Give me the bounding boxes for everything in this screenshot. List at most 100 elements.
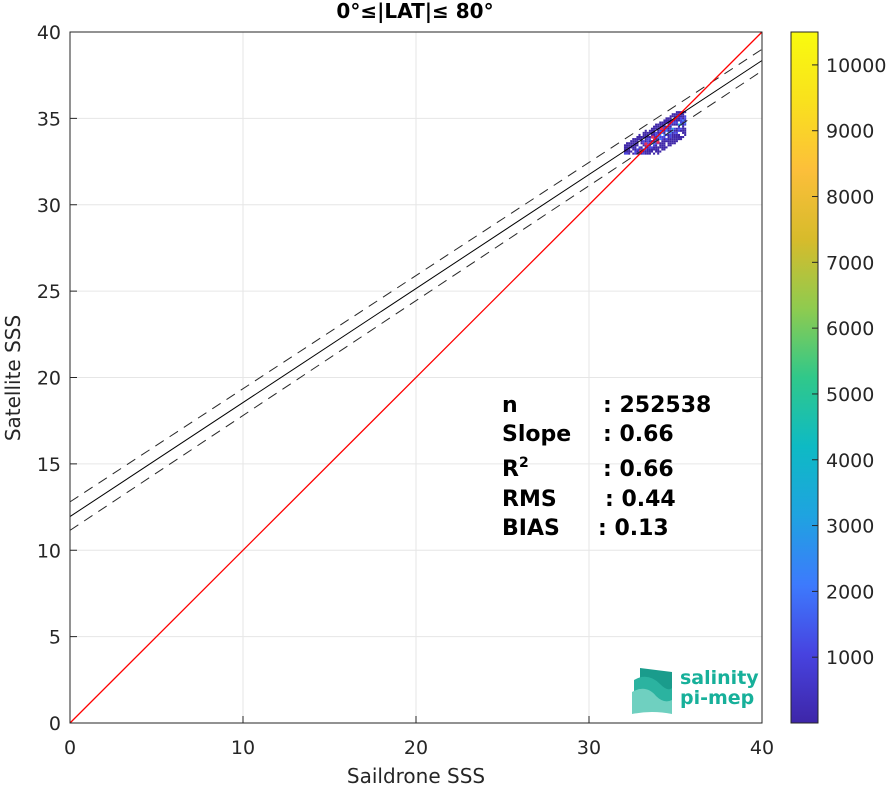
density-cell [673,127,676,130]
density-cell [667,142,670,145]
density-cell [628,142,631,145]
density-cell [646,146,649,149]
density-cell [675,123,678,126]
density-cell [646,150,649,153]
density-cell [644,133,647,136]
density-cell [667,119,670,122]
colorbar-tick-label: 8000 [826,187,874,209]
density-cell [669,138,672,141]
density-cell [636,135,639,139]
y-tick-label: 20 [37,368,61,390]
density-cell [677,111,680,114]
density-cell [673,129,676,132]
y-tick-label: 40 [37,22,61,44]
density-cell [673,115,676,118]
density-cell [675,127,678,130]
colorbar-tick-label: 6000 [826,318,874,340]
density-cell [657,148,660,151]
density-cell [636,148,639,151]
density-cell-hot [656,140,660,144]
density-cell [684,131,687,134]
x-tick-label: 40 [750,737,774,759]
density-cell [677,123,680,126]
density-cell [657,135,660,139]
density-cell [653,146,656,149]
density-cell [671,138,674,141]
density-cell [671,135,674,139]
density-cell [677,115,680,118]
density-cell [630,146,633,149]
density-cell [682,115,685,118]
density-cell [655,127,658,130]
density-cell [628,146,631,149]
density-cell [644,152,647,155]
density-cell [677,125,680,128]
density-cell [644,138,647,141]
density-cell [669,117,672,120]
colorbar [791,32,818,723]
density-cell [650,127,654,130]
density-cell [682,119,685,122]
density-cell [630,150,633,153]
density-cell [640,135,643,139]
density-cell [659,123,662,126]
density-cell [682,113,685,116]
density-cell [623,146,627,149]
density-cell [682,117,685,120]
density-cell [673,140,676,143]
density-cell [684,111,687,114]
stats-box: n: 252538 Slope: 0.66 R2: 0.66 RMS: 0.44 BIA… [502,393,711,541]
density-cell [661,140,664,143]
density-cell [671,129,674,132]
x-tick-label: 0 [64,737,76,759]
density-cell [663,148,666,151]
density-cell [644,148,647,151]
density-cell [659,144,662,147]
density-cell [657,146,660,149]
density-cell [628,152,631,155]
density-cell [632,148,635,151]
density-cell [630,142,633,145]
density-cell [682,135,685,139]
density-cell [663,129,666,132]
colorbar-tick-label: 1000 [826,647,874,669]
stat-label: n [502,393,518,418]
stat-label: R2 [502,455,529,482]
y-tick-label: 0 [49,713,61,735]
lower-confidence-line [69,70,763,531]
density-cell [682,125,685,128]
density-cell [628,148,631,151]
density-cell [677,117,680,120]
density-cell [684,121,687,124]
density-cell [663,133,666,136]
colorbar-tick-label: 9000 [826,121,874,143]
density-cell [673,138,676,141]
density-cell [642,133,645,136]
density-cell [659,150,662,153]
density-cell [665,127,668,130]
colorbar-tick-label: 4000 [826,450,874,472]
density-cell [653,133,656,136]
density-cell [665,121,668,124]
density-cell [669,140,672,143]
density-cell [661,148,664,151]
density-cell [650,129,654,132]
density-cell [630,144,633,147]
density-cell [665,138,668,141]
density-cell [673,131,676,134]
density-cell [663,144,666,147]
density-cell [657,123,660,126]
density-cell [663,135,666,139]
density-cell [667,127,670,130]
density-cell [679,129,683,132]
density-cell [650,142,654,145]
density-cell [675,113,678,116]
density-cell [675,131,678,134]
density-cell [642,135,645,139]
density-cell [684,133,687,136]
density-cell [655,125,658,128]
density-cell [642,144,645,147]
density-cell [669,115,672,118]
density-cell [671,123,674,126]
density-cell [665,140,668,143]
